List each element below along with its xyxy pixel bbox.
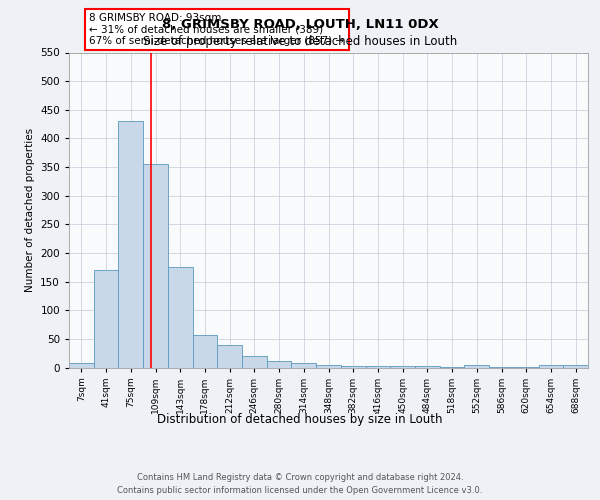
- Bar: [464, 364, 489, 368]
- Text: Contains HM Land Registry data © Crown copyright and database right 2024.: Contains HM Land Registry data © Crown c…: [137, 472, 463, 482]
- Bar: [193, 335, 217, 368]
- Bar: [390, 366, 415, 368]
- Bar: [440, 367, 464, 368]
- Bar: [242, 356, 267, 368]
- Bar: [365, 366, 390, 368]
- Bar: [514, 367, 539, 368]
- Text: 8, GRIMSBY ROAD, LOUTH, LN11 0DX: 8, GRIMSBY ROAD, LOUTH, LN11 0DX: [161, 18, 439, 30]
- Bar: [316, 364, 341, 368]
- Bar: [415, 366, 440, 368]
- Bar: [69, 363, 94, 368]
- Bar: [489, 367, 514, 368]
- Text: Distribution of detached houses by size in Louth: Distribution of detached houses by size …: [157, 412, 443, 426]
- Text: 8 GRIMSBY ROAD: 93sqm
← 31% of detached houses are smaller (389)
67% of semi-det: 8 GRIMSBY ROAD: 93sqm ← 31% of detached …: [89, 13, 344, 46]
- Text: Size of property relative to detached houses in Louth: Size of property relative to detached ho…: [143, 35, 457, 48]
- Bar: [217, 344, 242, 368]
- Bar: [563, 364, 588, 368]
- Text: Contains public sector information licensed under the Open Government Licence v3: Contains public sector information licen…: [118, 486, 482, 495]
- Bar: [143, 164, 168, 368]
- Bar: [118, 121, 143, 368]
- Bar: [539, 364, 563, 368]
- Bar: [292, 363, 316, 368]
- Bar: [267, 360, 292, 368]
- Y-axis label: Number of detached properties: Number of detached properties: [25, 128, 35, 292]
- Bar: [341, 366, 365, 368]
- Bar: [168, 268, 193, 368]
- Bar: [94, 270, 118, 368]
